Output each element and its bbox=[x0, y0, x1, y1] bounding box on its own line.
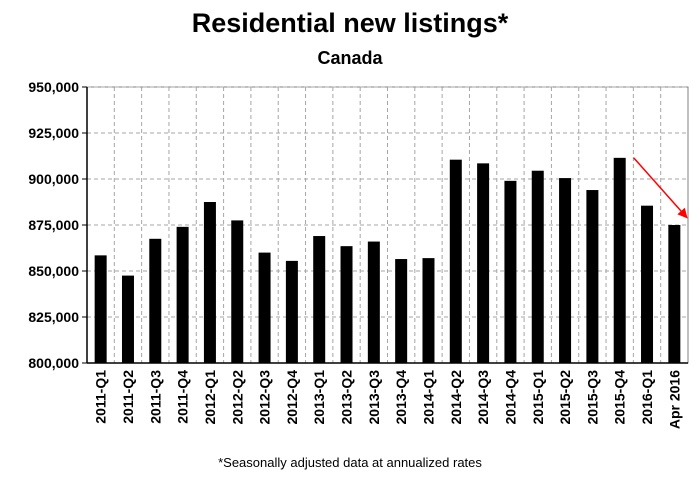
x-tick-label: 2014-Q3 bbox=[475, 370, 491, 425]
x-tick-label: Apr 2016 bbox=[666, 370, 682, 429]
x-tick-label: 2015-Q4 bbox=[612, 370, 628, 425]
y-tick-label: 875,000 bbox=[28, 217, 79, 233]
bar bbox=[149, 238, 162, 363]
bar bbox=[258, 252, 271, 363]
y-tick-label: 800,000 bbox=[28, 355, 79, 371]
bar bbox=[121, 275, 134, 363]
bar bbox=[668, 225, 681, 363]
bar bbox=[504, 180, 517, 363]
y-tick-label: 825,000 bbox=[28, 309, 79, 325]
bar bbox=[641, 205, 654, 363]
bar bbox=[395, 259, 408, 363]
x-tick-label: 2016-Q1 bbox=[639, 370, 655, 425]
bar bbox=[477, 163, 490, 363]
bar bbox=[422, 258, 435, 363]
bar bbox=[586, 190, 599, 363]
x-tick-label: 2012-Q2 bbox=[229, 370, 245, 425]
x-tick-label: 2015-Q2 bbox=[557, 370, 573, 425]
bar bbox=[367, 241, 380, 363]
y-tick-label: 950,000 bbox=[28, 79, 79, 95]
x-tick-label: 2012-Q4 bbox=[284, 370, 300, 425]
bar bbox=[559, 178, 572, 363]
bar bbox=[94, 255, 107, 363]
bar bbox=[203, 202, 216, 363]
x-tick-label: 2013-Q1 bbox=[311, 370, 327, 425]
x-tick-label: 2012-Q1 bbox=[202, 370, 218, 425]
x-tick-label: 2014-Q1 bbox=[420, 370, 436, 425]
bar bbox=[285, 260, 298, 363]
bar bbox=[340, 246, 353, 363]
x-tick-label: 2015-Q1 bbox=[530, 370, 546, 425]
x-tick-label: 2011-Q2 bbox=[120, 370, 136, 424]
chart-title: Residential new listings* bbox=[191, 8, 509, 38]
x-tick-label: 2014-Q4 bbox=[502, 370, 518, 425]
x-tick-label: 2013-Q4 bbox=[393, 370, 409, 425]
x-tick-label: 2011-Q1 bbox=[93, 370, 109, 424]
x-tick-label: 2014-Q2 bbox=[448, 370, 464, 425]
x-tick-label: 2013-Q2 bbox=[339, 370, 355, 425]
bar bbox=[613, 157, 626, 363]
y-tick-label: 850,000 bbox=[28, 263, 79, 279]
x-tick-label: 2011-Q3 bbox=[147, 370, 163, 424]
x-tick-label: 2015-Q3 bbox=[584, 370, 600, 425]
chart-subtitle: Canada bbox=[317, 48, 383, 68]
bar bbox=[176, 226, 189, 363]
chart-footnote: *Seasonally adjusted data at annualized … bbox=[218, 455, 482, 470]
y-tick-label: 900,000 bbox=[28, 171, 79, 187]
decline-arrow bbox=[633, 157, 688, 219]
bar bbox=[531, 170, 544, 363]
bar bbox=[231, 220, 244, 363]
x-tick-label: 2011-Q4 bbox=[175, 370, 191, 424]
bar bbox=[313, 236, 326, 363]
x-tick-label: 2012-Q3 bbox=[257, 370, 273, 425]
x-tick-label: 2013-Q3 bbox=[366, 370, 382, 425]
y-tick-label: 925,000 bbox=[28, 125, 79, 141]
bar bbox=[449, 159, 462, 363]
